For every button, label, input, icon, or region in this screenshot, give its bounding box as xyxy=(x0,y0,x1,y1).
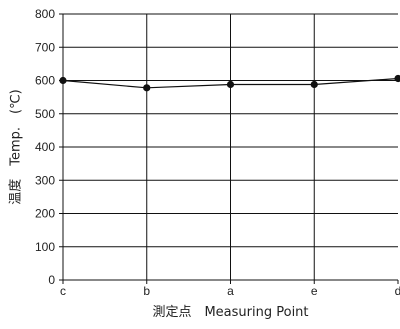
series-group xyxy=(59,74,400,92)
y-tick-label: 700 xyxy=(35,40,55,54)
x-tick-label: a xyxy=(227,284,234,298)
y-tick-labels: 0 100 200 300 400 500 600 700 800 xyxy=(35,7,55,287)
y-tick-label: 400 xyxy=(35,140,55,154)
data-point xyxy=(310,80,318,89)
x-axis-title: 測定点 Measuring Point xyxy=(152,305,308,320)
y-tick-label: 800 xyxy=(35,7,55,21)
y-axis-title: 温度 Temp. (℃) xyxy=(8,89,24,205)
data-point xyxy=(226,80,235,89)
x-tick-label: b xyxy=(143,284,150,298)
y-tick-label: 200 xyxy=(35,207,55,221)
x-tick-label: e xyxy=(311,284,318,298)
y-tick-label: 600 xyxy=(35,74,55,88)
x-tick-label: c xyxy=(60,284,66,298)
y-tick-label: 300 xyxy=(35,173,55,187)
x-tick-label: d xyxy=(395,284,400,298)
y-tick-label: 500 xyxy=(35,107,55,121)
plot-frame xyxy=(62,13,398,281)
data-point xyxy=(59,76,67,85)
y-tick-label: 100 xyxy=(35,240,55,254)
data-point xyxy=(394,74,400,83)
data-point xyxy=(143,84,151,92)
y-tick-label: 0 xyxy=(48,273,55,287)
grid-lines xyxy=(59,13,399,284)
